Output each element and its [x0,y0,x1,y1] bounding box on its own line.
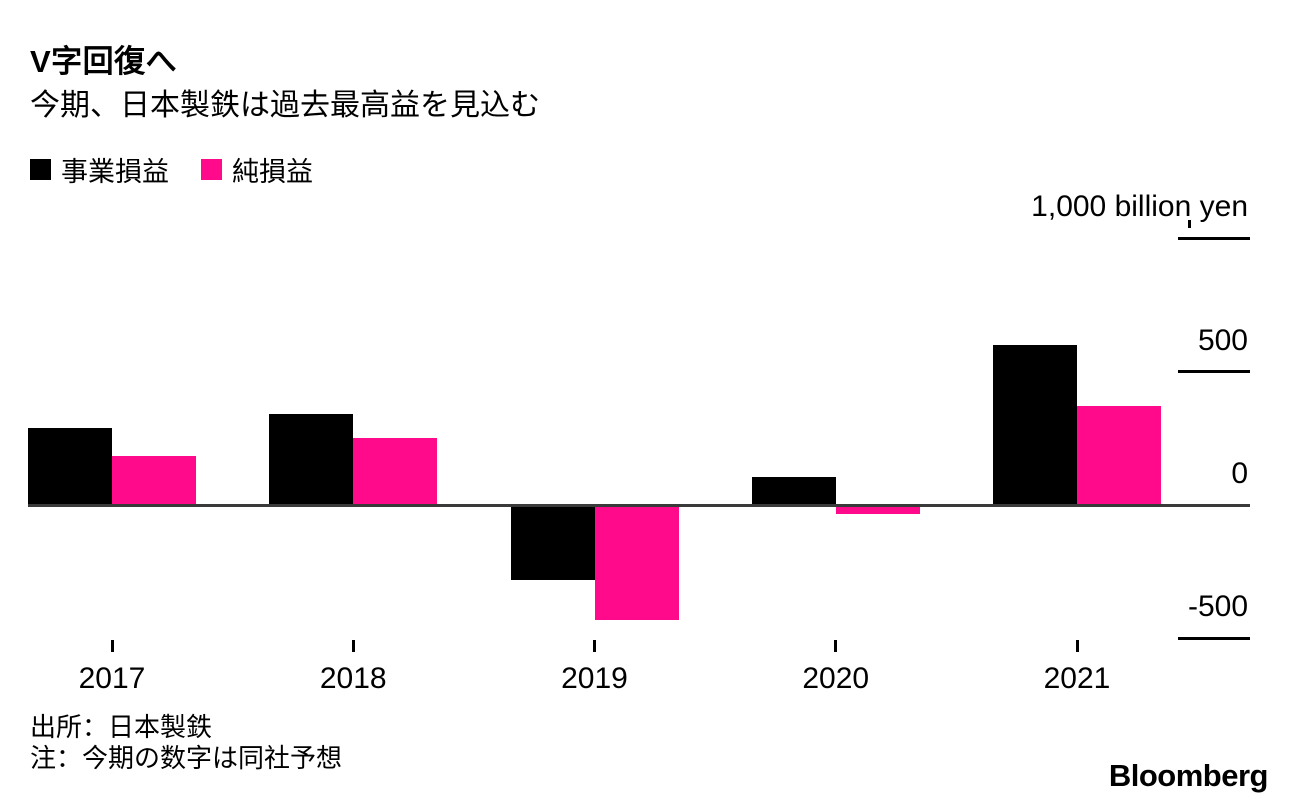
legend-item-business-profit: 事業損益 [30,150,169,189]
chart-title: V字回復へ [30,44,178,79]
legend-swatch-business-icon [30,159,51,180]
x-axis-label-2017: 2017 [78,662,146,695]
x-axis-label-2018: 2018 [319,662,387,695]
source-note: 出所：日本製鉄 [30,712,213,742]
y-axis-label-0: 0 [1231,457,1248,490]
axis-unit-tick [1188,220,1191,228]
bloomberg-logo: Bloomberg [1108,758,1269,793]
x-axis-label-2019: 2019 [561,662,628,695]
chart-footer: 出所：日本製鉄 注：今期の数字は同社予想 [30,712,342,774]
x-tick-2019 [593,640,596,652]
bar-net-profit-2021 [1077,406,1161,505]
x-tick-2018 [351,640,355,652]
zero-axis-line [28,504,1250,507]
chart-subtitle: 今期、日本製鉄は過去最高益を見込む [30,89,540,122]
bar-business-profit-2021 [993,345,1077,505]
x-axis-label-2020: 2020 [802,662,870,695]
bar-net-profit-2018 [353,438,438,505]
bar-net-profit-2017 [112,455,196,505]
x-tick-2017 [110,640,114,652]
bar-business-profit-2019 [510,505,595,580]
legend-label-business: 事業損益 [61,157,169,187]
chart-legend: 事業損益 純損益 [30,150,345,189]
legend-swatch-net-icon [201,159,222,180]
x-axis-label-2021: 2021 [1043,662,1111,695]
legend-label-net: 純損益 [232,157,313,187]
y-gridline--500 [1178,636,1250,640]
x-tick-2020 [834,640,838,652]
y-gridline-1000 [1178,236,1250,240]
y-gridline-500 [1178,370,1250,374]
bar-business-profit-2018 [269,414,354,505]
bar-business-profit-2017 [28,427,112,505]
x-tick-2021 [1075,640,1079,652]
y-axis-label-1000: 1,000 billion yen [1031,190,1248,224]
y-axis-label--500: -500 [1187,590,1248,624]
bar-net-profit-2019 [594,505,679,620]
y-axis-label-500: 500 [1197,323,1248,357]
forecast-note: 注：今期の数字は同社予想 [30,743,343,773]
bar-business-profit-2020 [751,477,836,505]
bar-net-profit-2020 [835,505,920,515]
legend-item-net-profit: 純損益 [201,150,313,189]
